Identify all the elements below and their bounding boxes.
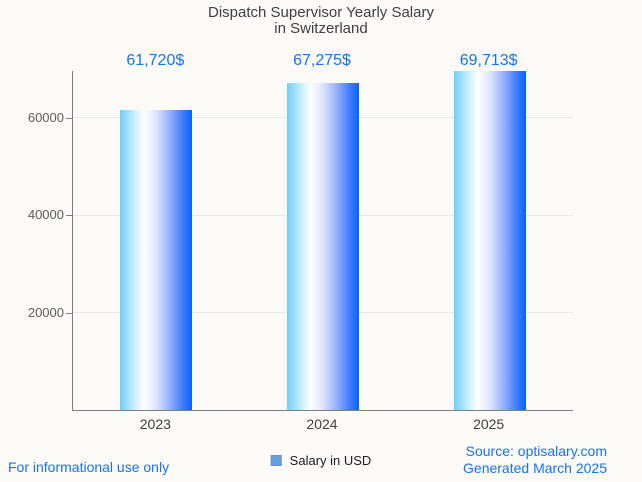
disclaimer-text: For informational use only <box>8 459 170 475</box>
legend-label: Salary in USD <box>289 453 372 468</box>
y-axis-label: 60000 <box>27 110 64 126</box>
chart-title-line1: Dispatch Supervisor Yearly Salary <box>208 4 434 21</box>
x-axis-label: 2025 <box>473 416 505 432</box>
y-axis-tick <box>66 118 72 120</box>
generated-text: Generated March 2025 <box>463 460 607 476</box>
y-axis-label: 20000 <box>27 304 64 320</box>
chart-title: Dispatch Supervisor Yearly Salary in Swi… <box>0 5 642 37</box>
source-note: Source: optisalary.com Generated March 2… <box>463 443 607 477</box>
plot-area <box>72 71 573 411</box>
bar-2025 <box>453 71 526 410</box>
bar-2023 <box>120 109 193 410</box>
y-axis-label: 40000 <box>27 207 64 223</box>
bar-value-label: 69,713$ <box>459 52 518 69</box>
y-axis-tick <box>66 312 72 314</box>
x-axis-label: 2023 <box>139 416 171 432</box>
legend: Salary in USD <box>270 453 372 468</box>
source-text: Source: optisalary.com <box>465 443 607 459</box>
legend-swatch-icon <box>270 455 282 466</box>
y-axis-tick <box>66 215 72 217</box>
chart-title-line2: in Switzerland <box>274 20 368 37</box>
bar-value-label: 67,275$ <box>293 52 351 69</box>
x-axis-label: 2024 <box>306 416 338 432</box>
bar-value-label: 61,720$ <box>126 52 185 69</box>
bar-2024 <box>287 82 359 410</box>
